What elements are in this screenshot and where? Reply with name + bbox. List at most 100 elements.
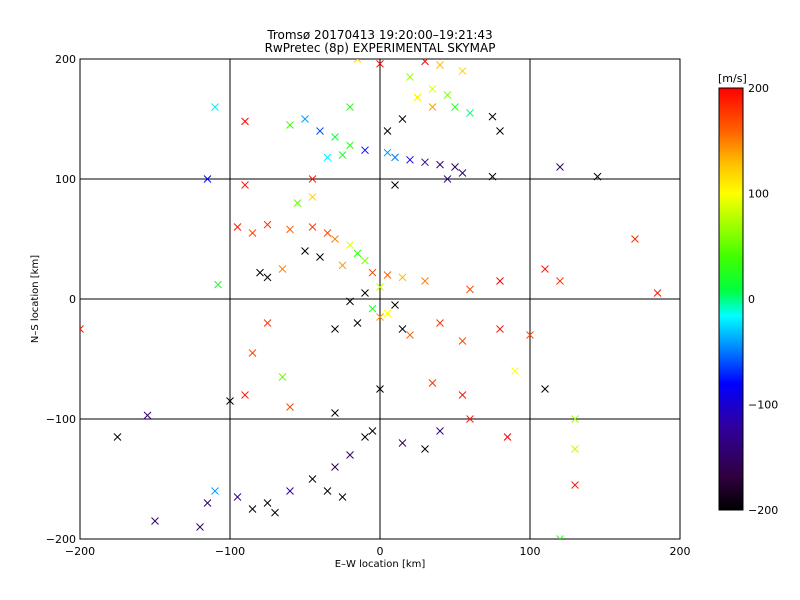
colorbar-tick-label: 100: [748, 188, 769, 201]
data-point: [496, 277, 504, 285]
data-point: [286, 403, 294, 411]
data-point: [361, 289, 369, 297]
data-point: [428, 103, 437, 111]
colorbar: [718, 87, 744, 511]
chart-title: Tromsø 20170413 19:20:00–19:21:43: [266, 28, 492, 42]
data-point: [421, 158, 429, 167]
data-points: [80, 59, 662, 539]
data-point: [346, 451, 354, 459]
data-point: [451, 163, 459, 171]
data-point: [398, 273, 407, 282]
x-tick-label: 0: [377, 545, 384, 558]
data-point: [458, 391, 467, 399]
data-point: [556, 535, 564, 539]
y-tick-label: 0: [69, 293, 76, 306]
data-point: [143, 411, 152, 420]
x-tick-label: −200: [65, 545, 95, 558]
data-point: [488, 172, 497, 181]
data-point: [398, 325, 407, 333]
data-point: [248, 349, 257, 357]
data-point: [353, 59, 362, 63]
data-point: [338, 151, 347, 159]
data-point: [353, 319, 362, 327]
data-point: [256, 268, 264, 277]
x-tick-labels: −200 −100 0 100 200: [65, 545, 691, 558]
data-point: [323, 487, 332, 495]
data-point: [631, 235, 639, 243]
y-tick-label: −100: [46, 413, 76, 426]
y-tick-label: 200: [55, 53, 76, 66]
data-point: [571, 445, 579, 453]
y-axis-label: N–S location [km]: [30, 255, 41, 343]
data-point: [316, 253, 324, 261]
y-tick-labels: −200 −100 0 100 200: [46, 53, 76, 546]
data-point: [286, 121, 294, 129]
data-point: [286, 225, 294, 234]
data-point: [458, 169, 467, 177]
data-point: [653, 289, 662, 297]
colorbar-tick-label: 200: [748, 82, 769, 95]
data-point: [211, 103, 219, 111]
data-point: [308, 475, 317, 483]
data-point: [214, 280, 222, 289]
data-point: [406, 331, 414, 339]
data-point: [271, 508, 279, 517]
data-point: [571, 481, 579, 489]
data-point: [436, 319, 444, 327]
colorbar-tick-label: −200: [748, 504, 778, 517]
data-point: [391, 301, 399, 309]
data-point: [346, 141, 354, 150]
data-point: [113, 433, 122, 441]
data-point: [466, 285, 474, 294]
data-point: [391, 153, 399, 162]
colorbar-label: [m/s]: [718, 72, 747, 85]
data-point: [323, 229, 332, 237]
data-point: [301, 247, 309, 255]
data-point: [278, 373, 287, 381]
data-point: [308, 223, 317, 231]
data-point: [436, 61, 444, 69]
data-point: [451, 103, 459, 111]
data-point: [331, 235, 339, 243]
data-point: [331, 133, 339, 141]
data-point: [293, 199, 302, 207]
data-point: [248, 229, 257, 237]
data-point: [233, 493, 242, 501]
data-point: [368, 268, 377, 277]
data-point: [346, 103, 354, 111]
data-point: [226, 397, 234, 405]
data-point: [368, 427, 377, 435]
y-tick-label: 100: [55, 173, 76, 186]
data-point: [376, 385, 384, 393]
x-axis-label: E–W location [km]: [335, 559, 426, 570]
data-point: [458, 67, 467, 75]
colorbar-tick-label: 0: [748, 293, 755, 306]
data-point: [263, 273, 272, 282]
data-point: [443, 91, 452, 99]
data-point: [383, 309, 392, 318]
data-point: [361, 256, 369, 265]
colorbar-tick-label: −100: [748, 399, 778, 412]
data-point: [503, 433, 512, 441]
data-point: [428, 85, 437, 93]
data-point: [571, 415, 579, 423]
data-point: [421, 59, 429, 66]
data-point: [241, 117, 249, 126]
data-point: [541, 385, 549, 393]
data-point: [368, 304, 377, 313]
data-point: [263, 319, 272, 327]
data-point: [331, 409, 339, 417]
data-point: [308, 193, 317, 201]
data-point: [331, 463, 339, 471]
data-point: [398, 439, 407, 447]
data-point: [203, 175, 212, 183]
data-point: [338, 493, 347, 501]
data-point: [511, 367, 519, 375]
data-point: [556, 163, 564, 171]
colorbar-ticks: 200 100 0 −100 −200: [748, 82, 778, 517]
data-point: [346, 241, 354, 249]
data-point: [263, 499, 272, 507]
data-point: [203, 499, 212, 507]
data-point: [458, 337, 467, 345]
data-point: [413, 93, 422, 102]
